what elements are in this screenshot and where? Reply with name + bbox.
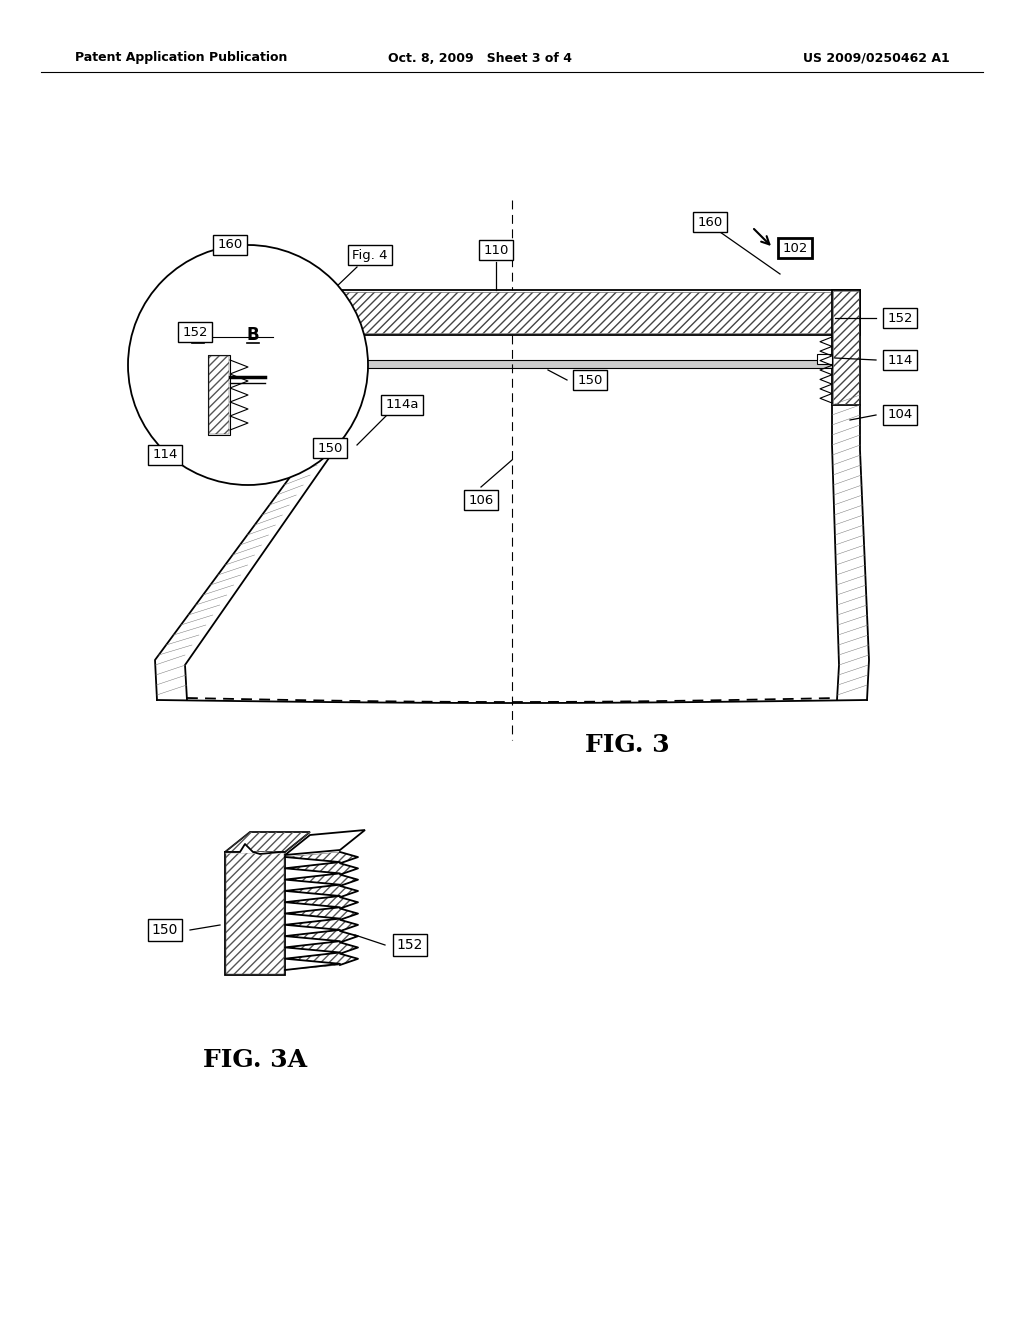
Text: 102: 102	[782, 242, 808, 255]
Text: 160: 160	[217, 239, 243, 252]
Text: US 2009/0250462 A1: US 2009/0250462 A1	[803, 51, 950, 65]
Bar	[817, 354, 831, 364]
Text: 106: 106	[468, 494, 494, 507]
Text: 150: 150	[152, 923, 178, 937]
Bar	[338, 354, 353, 364]
Text: FIG. 3: FIG. 3	[585, 733, 670, 756]
Text: 150: 150	[578, 374, 603, 387]
Bar	[225, 851, 285, 975]
Text: Patent Application Publication: Patent Application Publication	[75, 51, 288, 65]
Text: Oct. 8, 2009   Sheet 3 of 4: Oct. 8, 2009 Sheet 3 of 4	[388, 51, 572, 65]
Text: 114: 114	[153, 449, 178, 462]
Text: 160: 160	[697, 215, 723, 228]
Text: 152: 152	[182, 326, 208, 338]
Bar	[310, 290, 860, 335]
Bar	[312, 292, 858, 333]
Bar	[833, 290, 859, 404]
Text: B: B	[247, 326, 259, 345]
Text: 104: 104	[888, 408, 912, 421]
Bar	[311, 290, 337, 404]
Bar	[208, 355, 230, 436]
Text: 114a: 114a	[385, 399, 419, 412]
Bar	[338, 337, 350, 403]
Bar	[831, 290, 860, 405]
Bar	[338, 360, 831, 368]
Text: 150: 150	[317, 441, 343, 454]
Bar	[209, 356, 229, 434]
Polygon shape	[225, 832, 310, 851]
Text: 110: 110	[483, 243, 509, 256]
Bar	[226, 853, 284, 974]
Text: FIG. 3A: FIG. 3A	[203, 1048, 307, 1072]
Text: 152: 152	[887, 312, 912, 325]
Polygon shape	[285, 830, 365, 855]
Text: 152: 152	[397, 939, 423, 952]
Text: 114: 114	[888, 354, 912, 367]
Text: Fig. 4: Fig. 4	[352, 248, 388, 261]
Circle shape	[128, 246, 368, 484]
Text: B: B	[191, 326, 205, 345]
Bar	[310, 290, 338, 405]
